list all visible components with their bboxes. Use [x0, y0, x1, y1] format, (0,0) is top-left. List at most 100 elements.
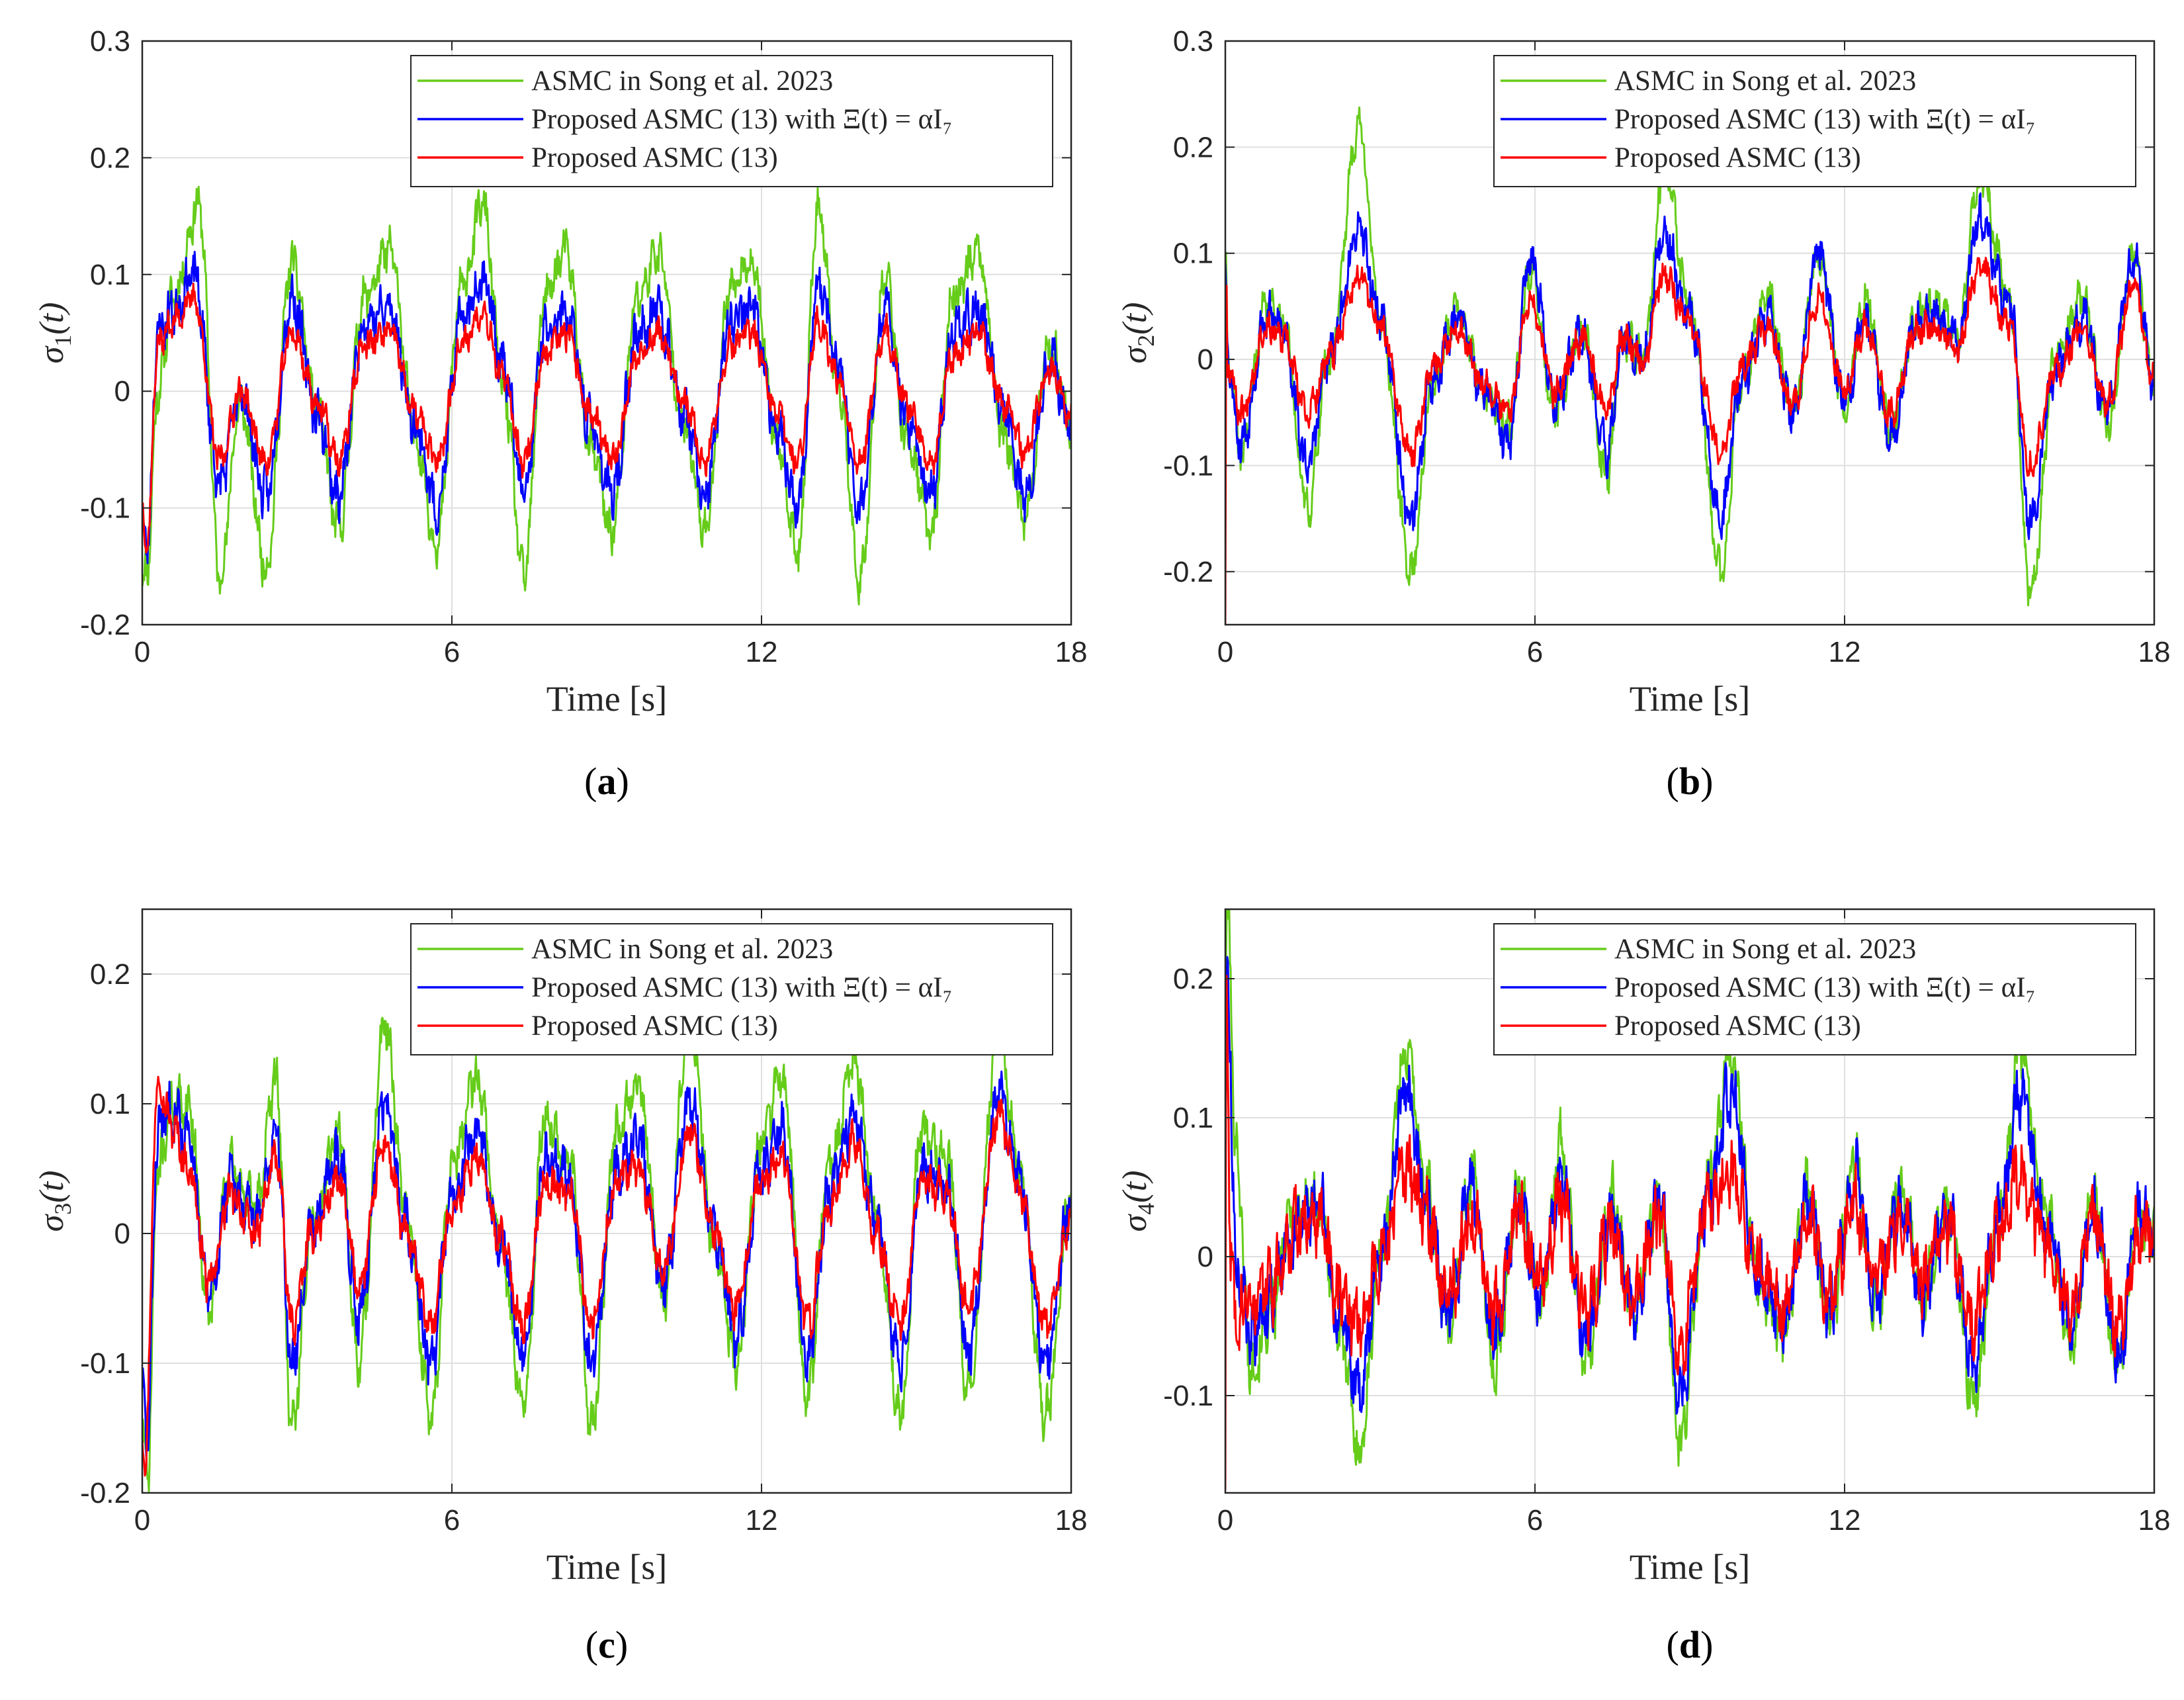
caption-close: ): [617, 760, 629, 803]
y-tick-label: 0.2: [1173, 963, 1213, 995]
series-line-3: [142, 1075, 1071, 1477]
legend-entry-3: Proposed ASMC (13): [531, 142, 778, 173]
y-tick-label: 0: [114, 1218, 130, 1250]
legend-entry-3: Proposed ASMC (13): [1614, 142, 1861, 173]
y-tick-label: 0.1: [1173, 1102, 1213, 1134]
x-axis-label: Time [s]: [546, 679, 668, 719]
legend: ASMC in Song et al. 2023 Proposed ASMC (1…: [410, 923, 1053, 1055]
y-axis-label: σ3(t): [33, 1171, 76, 1232]
caption-open: (: [584, 760, 597, 803]
y-tick-label: 0: [1198, 343, 1213, 376]
legend: ASMC in Song et al. 2023 Proposed ASMC (1…: [1493, 923, 2136, 1055]
x-tick-label: 6: [444, 1504, 460, 1537]
legend-entry-1: ASMC in Song et al. 2023: [1614, 66, 1916, 97]
series-line-3: [142, 283, 1071, 554]
y-axis-label: σ1(t): [33, 302, 76, 364]
y-label-subscript: 3: [50, 1203, 76, 1215]
y-axis-label: σ2(t): [1116, 302, 1159, 364]
legend-entry-2: Proposed ASMC (13) with Ξ(t) = αI₇: [1614, 972, 2035, 1003]
y-label-subscript: 1: [50, 335, 76, 347]
y-tick-label: 0.3: [1173, 25, 1213, 58]
series-line-2: [1225, 192, 2154, 541]
caption-open: (: [1667, 1623, 1679, 1666]
x-axis-label: Time [s]: [1630, 679, 1751, 719]
x-tick-label: 6: [1527, 636, 1543, 668]
y-label-argument: (t): [33, 302, 71, 335]
y-label-argument: (t): [1116, 302, 1154, 335]
legend-entry-2: Proposed ASMC (13) with Ξ(t) = αI₇: [531, 972, 952, 1003]
caption-open: (: [586, 1623, 598, 1666]
y-axis-label: σ4(t): [1116, 1171, 1159, 1232]
y-label-symbol: σ: [33, 345, 71, 363]
x-tick-label: 0: [1217, 636, 1233, 668]
y-label-symbol: σ: [1116, 1213, 1154, 1231]
legend-box: [410, 55, 1053, 187]
chart-panel-c: 0 6 12 18 -0.2 -0.1 0 0.1 0.2 Time [s] σ3(t) ASMC i…: [33, 908, 1088, 1666]
x-tick-label: 12: [746, 636, 778, 668]
chart-panel-b: 0 6 12 18 -0.2 -0.1 0 0.1 0.2 0.3 Time [s] σ2(t) ASM…: [1116, 25, 2170, 803]
y-tick-label: 0.1: [90, 259, 130, 291]
legend-entry-1: ASMC in Song et al. 2023: [1614, 934, 1916, 965]
chart-panel-d: 0 6 12 18 -0.1 0 0.1 0.2 Time [s] σ4(t) ASMC in So…: [1116, 908, 2171, 1666]
y-tick-label: -0.1: [1163, 1380, 1213, 1412]
x-tick-label: 6: [444, 636, 460, 668]
panel-caption: (c): [586, 1623, 628, 1666]
y-tick-label: 0.2: [1173, 131, 1213, 163]
y-label-symbol: σ: [33, 1213, 71, 1231]
axes-box: [1224, 908, 2156, 1494]
legend-entry-1: ASMC in Song et al. 2023: [531, 934, 833, 965]
caption-close: ): [1700, 1623, 1713, 1666]
y-tick-label: -0.2: [80, 1477, 130, 1509]
caption-close: ): [1700, 760, 1713, 803]
y-label-symbol: σ: [1116, 345, 1154, 363]
y-tick-label: -0.2: [80, 609, 130, 641]
caption-letter: d: [1679, 1623, 1700, 1666]
legend-entry-2: Proposed ASMC (13) with Ξ(t) = αI₇: [531, 104, 952, 135]
x-tick-label: 18: [1055, 636, 1088, 668]
series-line-2: [142, 251, 1071, 564]
legend-entry-2: Proposed ASMC (13) with Ξ(t) = αI₇: [1614, 104, 2035, 135]
y-label-subscript: 2: [1133, 335, 1159, 347]
x-tick-label: 18: [1055, 1504, 1088, 1537]
chart-panel-a: 0 6 12 18 -0.2 -0.1 0 0.1 0.2 0.3 Time [s] σ1(t) ASM…: [33, 25, 1087, 803]
x-axis-label: Time [s]: [546, 1547, 668, 1587]
y-tick-label: -0.2: [1163, 556, 1213, 588]
y-tick-label: 0: [1198, 1241, 1213, 1273]
series-line-3: [1225, 975, 2154, 1490]
y-tick-label: -0.1: [80, 1347, 130, 1380]
legend-entry-3: Proposed ASMC (13): [531, 1010, 778, 1042]
panel-caption: (d): [1667, 1623, 1714, 1666]
legend-box: [1493, 923, 2136, 1055]
legend-box: [410, 923, 1053, 1055]
axes-box: [141, 908, 1072, 1494]
y-label-argument: (t): [1116, 1171, 1154, 1203]
x-tick-label: 0: [134, 1504, 150, 1537]
legend-entry-3: Proposed ASMC (13): [1614, 1010, 1861, 1042]
y-tick-label: 0.2: [90, 142, 130, 174]
series-line-1: [142, 185, 1071, 605]
caption-letter: b: [1679, 760, 1700, 803]
y-tick-label: 0.3: [90, 25, 130, 58]
x-tick-label: 12: [1829, 636, 1861, 668]
caption-close: ): [615, 1623, 628, 1666]
x-tick-label: 6: [1527, 1504, 1543, 1537]
series-line-3: [1225, 257, 2154, 624]
axes-box: [1224, 40, 2156, 626]
x-axis-label: Time [s]: [1630, 1547, 1751, 1587]
y-tick-label: 0: [114, 375, 130, 408]
y-tick-label: 0.2: [90, 958, 130, 991]
x-tick-label: 0: [134, 636, 150, 668]
x-tick-label: 12: [1829, 1504, 1861, 1537]
x-tick-label: 0: [1217, 1504, 1233, 1537]
caption-open: (: [1667, 760, 1679, 803]
legend: ASMC in Song et al. 2023 Proposed ASMC (1…: [1493, 55, 2136, 187]
x-tick-label: 18: [2138, 636, 2171, 668]
y-tick-label: -0.1: [1163, 449, 1213, 482]
y-tick-label: 0.1: [1173, 238, 1213, 270]
x-tick-label: 12: [746, 1504, 778, 1537]
legend-entry-1: ASMC in Song et al. 2023: [531, 66, 833, 97]
x-tick-label: 18: [2138, 1504, 2171, 1537]
legend-box: [1493, 55, 2136, 187]
y-tick-label: -0.1: [80, 492, 130, 525]
